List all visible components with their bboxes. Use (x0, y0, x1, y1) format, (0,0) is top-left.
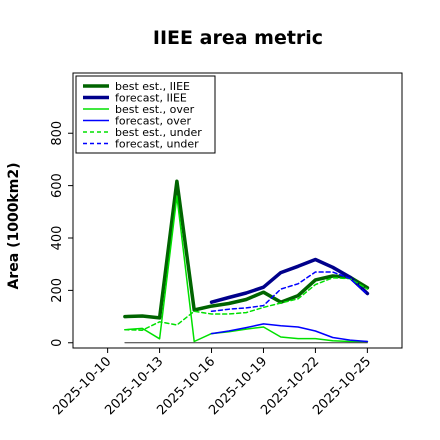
series-line-1 (209, 257, 370, 304)
legend-label-0: best est., IIEE (115, 80, 190, 93)
series-line-0 (123, 179, 370, 320)
legend-label-5: forecast, under (115, 138, 199, 151)
legend-label-4: best est., under (115, 126, 202, 139)
series-line-4 (124, 277, 369, 331)
legend-box (75, 75, 216, 154)
plot-frame (72, 72, 403, 349)
series-group (123, 179, 370, 344)
y-tick-label-1: 200 (50, 278, 65, 303)
legend-label-2: best est., over (115, 103, 195, 116)
y-tick-label-3: 600 (50, 173, 65, 198)
y-axis-label: Area (1000km2) (6, 163, 22, 290)
y-tick-label-0: 0 (50, 339, 65, 347)
series-line-5 (210, 271, 369, 313)
chart-title: IIEE area metric (153, 27, 323, 49)
y-tick-label-4: 800 (50, 121, 65, 146)
series-line-3 (210, 323, 369, 343)
y-tick-label-2: 400 (50, 226, 65, 251)
legend-label-3: forecast, over (115, 115, 191, 128)
series-line-2 (124, 195, 369, 343)
legend-label-1: forecast, IIEE (115, 92, 187, 105)
